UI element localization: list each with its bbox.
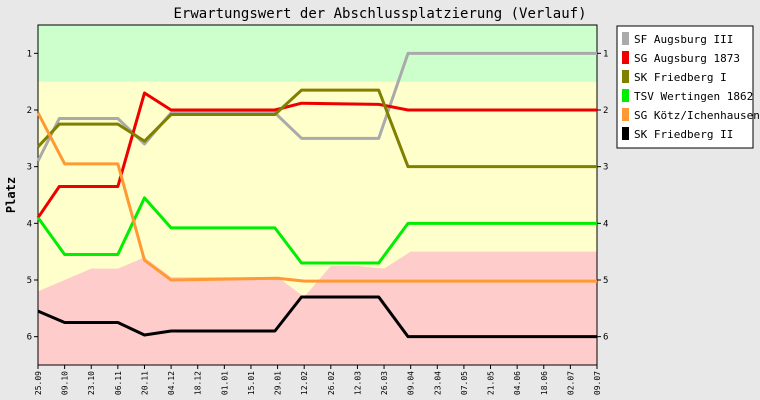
y-tick-label-left: 5 [27, 276, 32, 286]
series-line-3 [36, 196, 597, 265]
x-tick-label: 23.04 [433, 371, 442, 395]
legend-swatch-4 [622, 108, 629, 121]
x-tick-label: 29.01 [274, 371, 283, 395]
legend-box [616, 25, 754, 149]
y-tick-label-right: 5 [603, 276, 608, 286]
legend-swatch-3 [622, 89, 629, 102]
y-tick-label-right: 4 [603, 219, 608, 229]
x-tick-label: 01.01 [220, 371, 229, 395]
y-tick-label-left: 1 [27, 49, 32, 59]
x-tick-label: 09.10 [61, 371, 70, 395]
x-tick-label: 06.11 [114, 371, 123, 395]
y-axis-label: Platz [4, 177, 18, 213]
chart-title: Erwartungswert der Abschlussplatzierung … [173, 6, 586, 22]
legend-swatch-0 [622, 32, 629, 45]
x-tick-label: 18.06 [540, 371, 549, 395]
x-tick-label: 20.11 [140, 371, 149, 395]
x-tick-label: 23.10 [87, 371, 96, 395]
series-line-2 [36, 88, 597, 169]
x-tick-label: 04.12 [167, 371, 176, 395]
legend-label-4: SG Kötz/Ichenhausen [634, 109, 760, 122]
legend-swatch-1 [622, 51, 629, 64]
plot-area: 1 1 2 2 3 3 4 4 5 5 6 6 25.09 09.10 23.10 06.11 20.11 04.… [27, 24, 608, 395]
x-tick-label: 09.07 [593, 371, 602, 395]
x-tick-label: 26.02 [327, 371, 336, 395]
series-line-1 [36, 91, 597, 219]
x-tick-label: 02.07 [566, 371, 575, 395]
x-tick-label: 25.09 [34, 371, 43, 395]
series-line-4 [36, 112, 597, 283]
legend-label-5: SK Friedberg II [634, 128, 733, 141]
y-tick-label-right: 1 [603, 49, 608, 59]
series-line-5 [37, 295, 597, 339]
legend-label-0: SF Augsburg III [634, 33, 733, 46]
legend-label-1: SG Augsburg 1873 [634, 52, 740, 65]
x-tick-label: 26.03 [380, 371, 389, 395]
y-tick-label-left: 4 [27, 219, 32, 229]
y-tick-label-left: 2 [27, 106, 32, 116]
x-tick-label: 07.05 [460, 371, 469, 395]
x-tick-label: 18.12 [194, 371, 203, 395]
plot-frame [37, 24, 598, 366]
x-tick-label: 04.06 [513, 371, 522, 395]
y-tick-label-right: 3 [603, 163, 608, 173]
y-tick-label-right: 6 [603, 333, 608, 343]
y-tick-label-left: 3 [27, 163, 32, 173]
y-tick-label-right: 2 [603, 106, 608, 116]
legend-swatch-2 [622, 70, 629, 83]
y-tick-label-left: 6 [27, 333, 32, 343]
x-tick-label: 12.03 [353, 371, 362, 395]
legend-label-2: SK Friedberg I [634, 71, 727, 84]
series-line-0 [36, 51, 597, 162]
x-tick-label: 09.04 [407, 371, 416, 395]
legend: SF Augsburg III SG Augsburg 1873 SK Friedb… [616, 25, 760, 149]
legend-swatch-5 [622, 127, 629, 140]
legend-label-3: TSV Wertingen 1862 [634, 90, 753, 103]
x-tick-label: 12.02 [300, 371, 309, 395]
x-tick-label: 15.01 [247, 371, 256, 395]
x-tick-label: 21.05 [487, 371, 496, 395]
